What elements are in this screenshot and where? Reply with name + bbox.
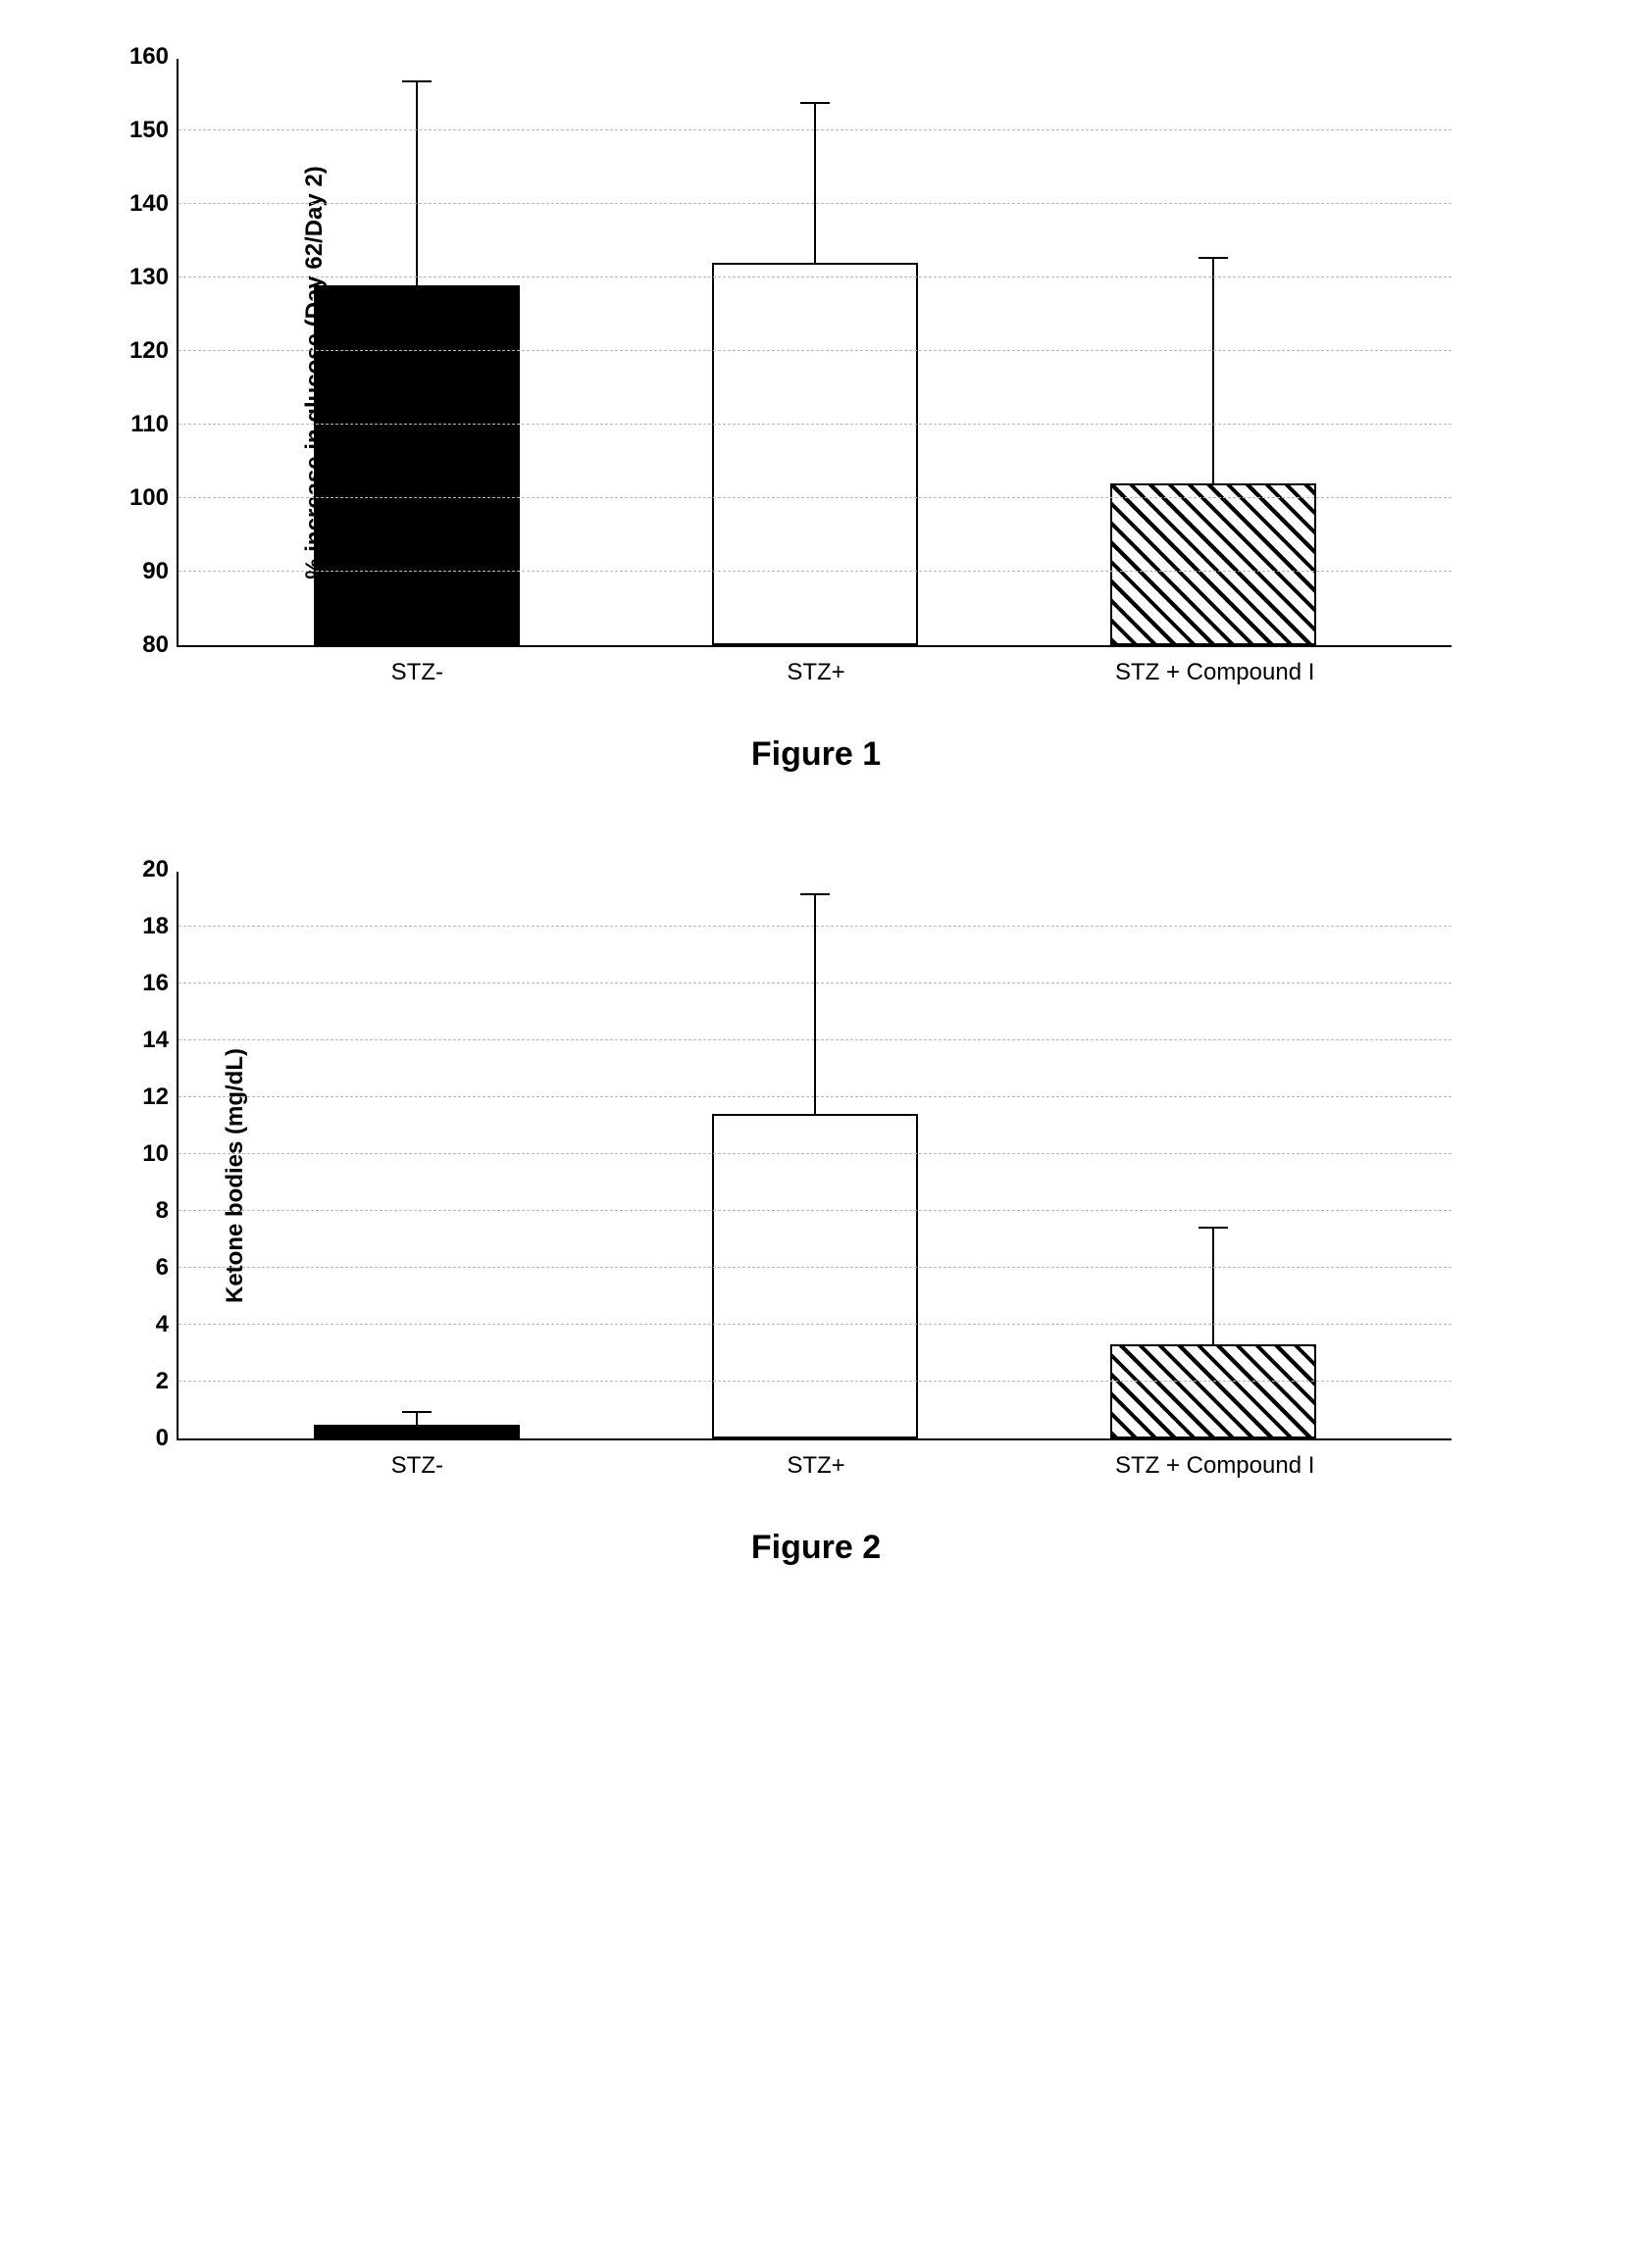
bar <box>314 1425 520 1439</box>
figure-caption: Figure 2 <box>78 1529 1554 1567</box>
x-tick-label: STZ- <box>218 1452 617 1480</box>
error-bar <box>814 103 816 265</box>
y-tick-label: 12 <box>142 1084 178 1111</box>
bar <box>314 285 520 646</box>
bar-slot <box>218 59 616 645</box>
gridline <box>178 129 1452 130</box>
y-tick-label: 110 <box>130 411 178 438</box>
y-tick-label: 6 <box>156 1254 178 1282</box>
x-axis-ticks: STZ-STZ+STZ + Compound I <box>178 647 1454 686</box>
x-axis-ticks: STZ-STZ+STZ + Compound I <box>178 1440 1454 1480</box>
plot-area: 02468101214161820 <box>177 872 1452 1440</box>
y-tick-label: 160 <box>129 43 178 71</box>
bar-slot <box>1014 872 1412 1438</box>
gridline <box>178 1381 1452 1382</box>
y-tick-label: 120 <box>129 337 178 365</box>
y-tick-label: 18 <box>142 913 178 940</box>
x-tick-label: STZ+ <box>617 659 1016 686</box>
bar-slot <box>218 872 616 1438</box>
y-tick-label: 90 <box>142 558 178 585</box>
figure-caption: Figure 1 <box>78 735 1554 774</box>
error-bar <box>416 81 418 287</box>
y-tick-label: 2 <box>156 1368 178 1395</box>
y-tick-label: 10 <box>142 1140 178 1168</box>
gridline <box>178 1153 1452 1154</box>
x-tick-label: STZ + Compound I <box>1015 1452 1414 1480</box>
y-tick-label: 8 <box>156 1197 178 1225</box>
y-tick-label: 140 <box>129 190 178 218</box>
y-tick-label: 0 <box>156 1425 178 1452</box>
error-bar <box>1212 258 1214 486</box>
gridline <box>178 424 1452 425</box>
y-tick-label: 14 <box>142 1027 178 1054</box>
error-bar <box>416 1412 418 1427</box>
bar <box>712 263 918 645</box>
bar-slot <box>1014 59 1412 645</box>
chart-2: Ketone bodies (mg/dL) 02468101214161820 … <box>177 872 1554 1480</box>
plot-area: 8090100110120130140150160 <box>177 59 1452 647</box>
gridline <box>178 497 1452 498</box>
gridline <box>178 926 1452 927</box>
bar <box>1110 1344 1316 1438</box>
x-tick-label: STZ + Compound I <box>1015 659 1414 686</box>
gridline <box>178 571 1452 572</box>
gridline <box>178 1096 1452 1097</box>
y-tick-label: 16 <box>142 970 178 997</box>
bar <box>712 1114 918 1438</box>
gridline <box>178 350 1452 351</box>
y-tick-label: 4 <box>156 1311 178 1338</box>
gridline <box>178 1039 1452 1040</box>
y-tick-label: 80 <box>142 631 178 659</box>
bar <box>1110 483 1316 645</box>
bar-slot <box>616 59 1014 645</box>
y-tick-label: 100 <box>129 484 178 512</box>
figure-1: % increase in glucose (Day 62/Day 2) 809… <box>78 59 1554 774</box>
gridline <box>178 1324 1452 1325</box>
gridline <box>178 1210 1452 1211</box>
chart-1: % increase in glucose (Day 62/Day 2) 809… <box>177 59 1554 686</box>
bar-slot <box>616 872 1014 1438</box>
y-tick-label: 20 <box>142 856 178 883</box>
error-bar <box>1212 1228 1214 1347</box>
y-tick-label: 130 <box>129 264 178 291</box>
x-tick-label: STZ+ <box>617 1452 1016 1480</box>
gridline <box>178 1267 1452 1268</box>
y-tick-label: 150 <box>129 117 178 144</box>
bars-container <box>178 59 1452 645</box>
bars-container <box>178 872 1452 1438</box>
gridline <box>178 203 1452 204</box>
error-bar <box>814 894 816 1116</box>
figure-2: Ketone bodies (mg/dL) 02468101214161820 … <box>78 872 1554 1567</box>
x-tick-label: STZ- <box>218 659 617 686</box>
